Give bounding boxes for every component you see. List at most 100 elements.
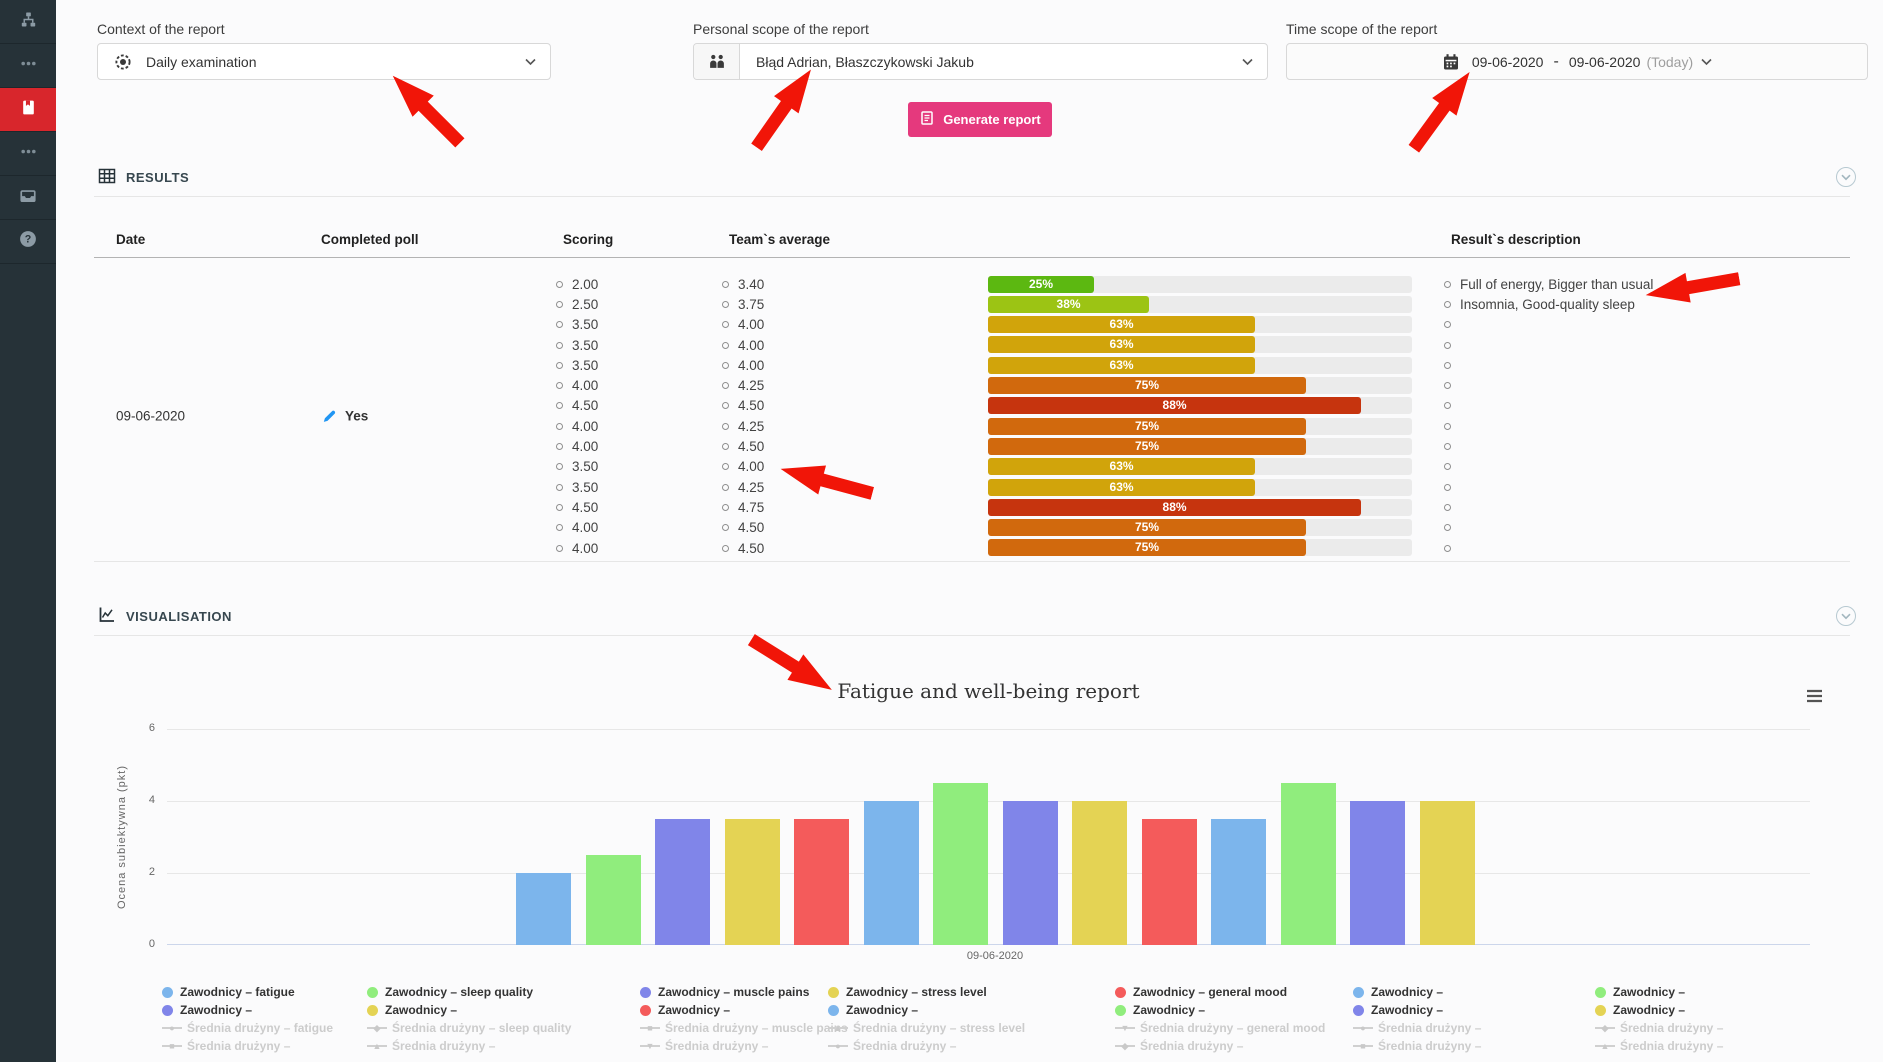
team-average-value: 4.00: [722, 315, 764, 335]
result-entry-row: 4.00 4.50 75%: [94, 518, 1850, 538]
visualisation-section-title: VISUALISATION: [126, 608, 232, 624]
legend-item[interactable]: Zawodnicy –: [828, 1001, 1025, 1019]
value-marker-icon: [722, 524, 729, 532]
column-header-team-average: Team`s average: [729, 232, 831, 247]
legend-column: Zawodnicy – Zawodnicy – ◆ Średnia drużyny –…: [1595, 983, 1723, 1055]
team-average-value: 3.75: [722, 294, 764, 314]
series-line-marker-icon: ◆: [367, 1022, 387, 1034]
legend-item[interactable]: Zawodnicy –: [1353, 983, 1481, 1001]
value-marker-icon: [556, 321, 563, 329]
chart-bar[interactable]: [655, 819, 710, 945]
results-collapse-button[interactable]: [1836, 167, 1856, 187]
legend-item[interactable]: ▲ Średnia drużyny – stress level: [828, 1019, 1025, 1037]
series-line-marker-icon: ▲: [1595, 1040, 1615, 1052]
chart-bar[interactable]: [863, 801, 919, 945]
chart-bar[interactable]: [724, 819, 780, 945]
sidebar-item-help[interactable]: ?: [0, 220, 56, 264]
legend-item[interactable]: ▲ Średnia drużyny –: [367, 1037, 571, 1055]
legend-item[interactable]: ■ Średnia drużyny –: [1353, 1037, 1481, 1055]
legend-item[interactable]: Zawodnicy –: [1115, 1001, 1325, 1019]
legend-item[interactable]: Zawodnicy – general mood: [1115, 983, 1325, 1001]
legend-item[interactable]: Zawodnicy –: [640, 1001, 848, 1019]
value-marker-icon: [1444, 544, 1451, 552]
sidebar-item-more-1[interactable]: [0, 44, 56, 88]
results-body: 09-06-2020 Yes 2.00 3.40 25% Full of energy…: [94, 274, 1850, 558]
sidebar-item-structure[interactable]: [0, 0, 56, 44]
percent-bar-track: 63%: [988, 316, 1412, 334]
legend-item[interactable]: Zawodnicy –: [1595, 983, 1723, 1001]
value-marker-icon: [722, 443, 729, 451]
chart-title: Fatigue and well-being report: [837, 679, 1140, 703]
y-tick-label: 0: [148, 938, 155, 950]
sidebar-item-inbox[interactable]: [0, 176, 56, 220]
legend-item[interactable]: Zawodnicy –: [162, 1001, 333, 1019]
legend-item[interactable]: ■ Średnia drużyny – muscle pains: [640, 1019, 848, 1037]
legend-item[interactable]: Zawodnicy –: [1353, 1001, 1481, 1019]
chart-bar[interactable]: [1280, 783, 1336, 945]
context-select[interactable]: Daily examination: [97, 43, 551, 80]
series-line-marker-icon: ▲: [367, 1040, 387, 1052]
ellipsis-icon: [20, 143, 37, 165]
series-dot-icon: [367, 1004, 378, 1016]
chart-bar[interactable]: [1141, 819, 1197, 945]
scoring-value: 2.00: [556, 274, 598, 294]
chart-bar[interactable]: [1419, 801, 1475, 945]
value-marker-icon: [556, 280, 563, 288]
team-average-value: 4.00: [722, 355, 764, 375]
value-marker-icon: [1444, 280, 1451, 288]
result-entry-row: 4.50 4.50 88%: [94, 396, 1850, 416]
sidebar: ?: [0, 0, 56, 1062]
legend-item[interactable]: Zawodnicy –: [1595, 1001, 1723, 1019]
y-tick-label: 2: [148, 866, 155, 878]
chart-plot-area: [167, 729, 1810, 945]
team-average-value: 4.25: [722, 477, 764, 497]
chart-bar[interactable]: [933, 783, 988, 945]
chart-bar[interactable]: [516, 873, 571, 945]
legend-item[interactable]: ● Średnia drużyny –: [1353, 1019, 1481, 1037]
legend-item[interactable]: ▼ Średnia drużyny – general mood: [1115, 1019, 1325, 1037]
legend-item[interactable]: ◆ Średnia drużyny – sleep quality: [367, 1019, 571, 1037]
legend-item[interactable]: ▼ Średnia drużyny –: [640, 1037, 848, 1055]
legend-item[interactable]: ▲ Średnia drużyny –: [1595, 1037, 1723, 1055]
chart-bar[interactable]: [1002, 801, 1058, 945]
chart-bar[interactable]: [794, 819, 849, 945]
scoring-value: 2.50: [556, 294, 598, 314]
value-marker-icon: [722, 341, 729, 349]
chart-bar[interactable]: [1072, 801, 1127, 945]
legend-column: Zawodnicy – sleep quality Zawodnicy – ◆ Śre…: [367, 983, 571, 1055]
chart-bar[interactable]: [585, 855, 641, 945]
visualisation-collapse-button[interactable]: [1836, 606, 1856, 626]
legend-item[interactable]: Zawodnicy – stress level: [828, 983, 1025, 1001]
legend-item[interactable]: Zawodnicy – fatigue: [162, 983, 333, 1001]
edit-pencil-icon[interactable]: [322, 409, 337, 424]
generate-report-button[interactable]: Generate report: [908, 102, 1052, 137]
sidebar-item-reports[interactable]: [0, 88, 56, 132]
sidebar-item-more-2[interactable]: [0, 132, 56, 176]
team-average-value: 4.00: [722, 457, 764, 477]
chart-bar[interactable]: [1350, 801, 1405, 945]
percent-bar-track: 75%: [988, 437, 1412, 455]
legend-item[interactable]: Zawodnicy – muscle pains: [640, 983, 848, 1001]
legend-item[interactable]: ◆ Średnia drużyny –: [1115, 1037, 1325, 1055]
value-marker-icon: [556, 422, 563, 430]
legend-item[interactable]: ◆ Średnia drużyny –: [1595, 1019, 1723, 1037]
chart-bar[interactable]: [1211, 819, 1266, 945]
team-average-value: 4.50: [722, 436, 764, 456]
time-range-picker[interactable]: 09-06-2020 - 09-06-2020 (Today): [1286, 43, 1868, 80]
completed-poll-cell[interactable]: Yes: [322, 409, 368, 424]
percent-bar-fill: 75%: [988, 437, 1306, 455]
legend-item[interactable]: Zawodnicy –: [367, 1001, 571, 1019]
legend-item[interactable]: ● Średnia drużyny – fatigue: [162, 1019, 333, 1037]
legend-item[interactable]: Zawodnicy – sleep quality: [367, 983, 571, 1001]
team-average-value: 4.25: [722, 416, 764, 436]
team-average-value: 4.75: [722, 497, 764, 517]
personal-value: Błąd Adrian, Błaszczykowski Jakub: [756, 53, 974, 70]
value-marker-icon: [1444, 300, 1451, 308]
chart-menu-button[interactable]: [1806, 689, 1823, 708]
personal-select[interactable]: Błąd Adrian, Błaszczykowski Jakub: [693, 43, 1268, 80]
series-dot-icon: [367, 986, 378, 998]
legend-item[interactable]: ■ Średnia drużyny –: [162, 1037, 333, 1055]
legend-item[interactable]: ● Średnia drużyny –: [828, 1037, 1025, 1055]
help-icon: ?: [19, 230, 37, 253]
percent-bar-track: 63%: [988, 356, 1412, 374]
